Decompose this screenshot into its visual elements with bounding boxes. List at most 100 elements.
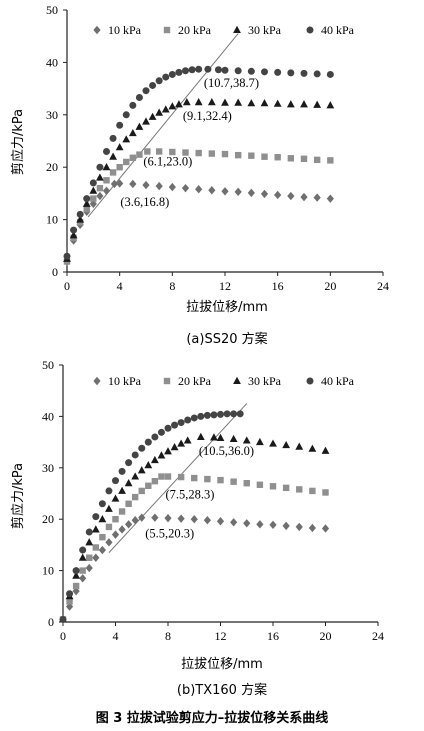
data-point-diamond	[274, 190, 282, 200]
plot-area-a: 0 4 8 12 16 20 24 0 10 20 30 40 50 10 kPa 20 kPa 30 kPa…	[46, 3, 389, 293]
data-point-triangle	[247, 99, 256, 107]
data-point-square	[72, 582, 80, 590]
data-point-square	[92, 544, 100, 551]
legend-label-triangle: 30 kPa	[248, 23, 282, 37]
data-point-circle	[300, 69, 308, 77]
data-point-square	[155, 148, 163, 155]
data-point-square	[208, 150, 216, 157]
data-point-triangle	[269, 439, 277, 447]
data-point-diamond	[308, 523, 316, 533]
data-point-diamond	[282, 521, 290, 531]
data-point-diamond	[151, 513, 159, 522]
data-point-square	[287, 155, 295, 162]
data-point-triangle	[168, 102, 177, 110]
data-point-diamond	[234, 187, 242, 197]
data-point-square	[164, 473, 172, 480]
data-point-square	[217, 476, 224, 484]
data-point-triangle	[118, 486, 126, 494]
data-point-square	[144, 148, 151, 155]
data-point-square	[243, 480, 250, 487]
data-point-circle	[135, 94, 143, 102]
chart-ss20: 0 4 8 12 16 20 24 0 10 20 30 40 50 10 kPa 20 kPa 30 kPa…	[10, 3, 389, 347]
data-point-square	[234, 151, 242, 159]
data-point-triangle	[85, 538, 94, 546]
data-point-diamond	[300, 192, 308, 202]
data-point-diamond	[110, 179, 118, 189]
data-point-diamond	[85, 563, 93, 573]
series-triangle-b	[59, 432, 330, 623]
data-point-circle	[83, 195, 91, 203]
data-point-diamond	[116, 179, 124, 188]
legend-marker-diamond	[93, 25, 101, 35]
legend-label-circle: 40 kPa	[321, 374, 355, 388]
series-square-a	[63, 148, 334, 265]
data-point-triangle	[260, 99, 269, 107]
data-point-circle	[155, 77, 163, 85]
data-point-diamond	[155, 181, 163, 191]
data-point-circle	[116, 121, 124, 129]
data-point-circle	[72, 567, 80, 575]
data-point-circle	[131, 451, 139, 459]
data-point-diamond	[287, 191, 295, 201]
data-point-triangle	[82, 199, 91, 207]
data-point-diamond	[65, 602, 74, 611]
data-point-triangle	[255, 437, 264, 446]
data-point-diamond	[129, 179, 137, 189]
data-point-square	[261, 153, 268, 160]
figure-caption: 图 3 拉拔试验剪应力–拉拔位移关系曲线	[96, 710, 329, 726]
data-point-triangle	[182, 98, 191, 106]
data-point-circle	[197, 412, 205, 420]
data-point-circle	[204, 65, 212, 73]
peak-annotation-a: (9.1,32.4)	[183, 109, 232, 123]
y-tick-label-b: 20	[42, 512, 54, 526]
data-point-triangle	[157, 451, 166, 459]
data-point-circle	[190, 414, 198, 422]
data-point-triangle	[221, 98, 229, 106]
series-diamond-a	[63, 179, 334, 266]
data-point-circle	[59, 615, 67, 623]
data-point-diamond	[216, 517, 225, 526]
data-point-square	[96, 184, 104, 192]
legend-label-diamond: 10 kPa	[108, 374, 142, 388]
y-axis-label-b: 剪应力/kPa	[10, 463, 26, 529]
data-point-triangle	[78, 553, 87, 561]
data-point-triangle	[144, 461, 153, 469]
legend-label-square: 20 kPa	[178, 374, 212, 388]
peak-annotation-a: (10.7,38.7)	[204, 76, 259, 90]
x-tick-label-b: 16	[267, 629, 279, 643]
data-point-diamond	[102, 186, 111, 195]
data-point-diamond	[221, 187, 229, 196]
data-point-square	[66, 598, 73, 605]
data-point-circle	[274, 68, 282, 76]
data-point-triangle	[300, 100, 308, 108]
data-point-circle	[171, 421, 179, 429]
peak-annotation-b: (10.5,36.0)	[199, 444, 254, 458]
x-tick-label-a: 20	[324, 279, 336, 293]
data-point-triangle	[308, 444, 317, 452]
subtitle-a: (a)SS20 方案	[186, 331, 267, 347]
x-tick-label-b: 12	[215, 629, 227, 643]
y-tick-label-a: 50	[46, 3, 58, 17]
data-point-triangle	[170, 443, 179, 451]
x-tick-label-b: 8	[165, 629, 171, 643]
data-point-diamond	[164, 513, 172, 523]
data-point-circle	[230, 410, 238, 418]
data-point-square	[204, 475, 211, 483]
data-point-square	[83, 205, 90, 213]
data-point-circle	[85, 528, 93, 536]
y-tick-label-b: 40	[42, 409, 54, 423]
data-point-circle	[98, 500, 106, 508]
data-point-triangle	[89, 186, 98, 194]
data-point-circle	[217, 410, 224, 418]
data-point-circle	[112, 477, 119, 485]
legend-label-triangle: 30 kPa	[248, 374, 282, 388]
data-point-circle	[142, 87, 150, 95]
data-point-square	[125, 500, 132, 507]
data-point-triangle	[161, 105, 170, 113]
data-point-circle	[144, 438, 152, 446]
legend-marker-square	[163, 26, 171, 34]
data-point-triangle	[286, 100, 295, 108]
data-point-circle	[125, 459, 133, 467]
data-point-square	[118, 508, 126, 515]
data-point-diamond	[313, 193, 321, 202]
